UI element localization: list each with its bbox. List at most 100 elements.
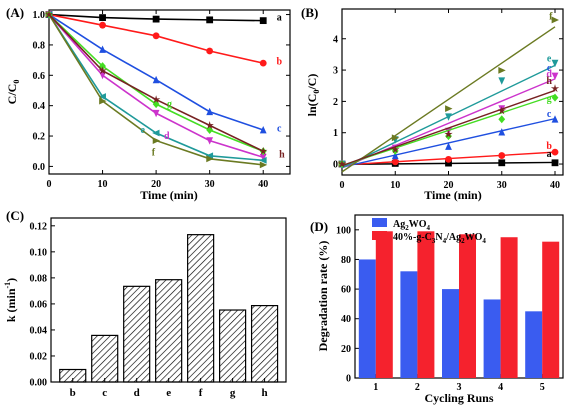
panel-a-xtick-label: 0 bbox=[47, 179, 52, 190]
panel-c-ytick-label: 0.10 bbox=[30, 247, 48, 258]
panel-a-labels: a b c h g e df bbox=[140, 13, 285, 161]
panel-c-tag: (C) bbox=[6, 208, 24, 223]
panel-c: (C) 0.000.020.040.060.080.100.12b c d e f g h … bbox=[3, 208, 287, 399]
panel-c-ytick-label: 0.02 bbox=[30, 351, 48, 362]
panel-a-series bbox=[44, 10, 268, 169]
data-point-c bbox=[206, 107, 214, 116]
data-point-c bbox=[445, 142, 452, 150]
data-point-a bbox=[498, 159, 506, 167]
series-label-c: c bbox=[547, 109, 552, 120]
data-point-b bbox=[498, 152, 506, 159]
panel-b-xtick-label: 10 bbox=[390, 180, 400, 191]
panel-b-frame bbox=[341, 8, 564, 176]
data-point-g bbox=[551, 93, 559, 102]
data-point-a bbox=[99, 14, 106, 21]
series-label-h: h bbox=[279, 149, 285, 160]
panel-a-ytick-label: 1.0 bbox=[33, 10, 46, 21]
panel-d-ytick-label: 100 bbox=[336, 225, 351, 236]
bar-run-1-series-1 bbox=[358, 259, 376, 378]
series-label-f: f bbox=[152, 148, 156, 159]
data-point-a bbox=[551, 159, 559, 167]
panel-c-ytick-label: 0.00 bbox=[30, 378, 48, 389]
panel-d-ylabel: Degradation rate (%) bbox=[316, 241, 330, 352]
panel-b-xtick-label: 0 bbox=[340, 180, 345, 191]
bar-run-2-series-2 bbox=[417, 231, 435, 378]
panel-c-ytick-label: 0.12 bbox=[30, 221, 48, 232]
data-point-f bbox=[99, 97, 107, 105]
data-point-f bbox=[391, 134, 400, 142]
category-label-b: b bbox=[70, 387, 76, 399]
data-point-e bbox=[205, 152, 214, 160]
panel-d-ytick-label: 40 bbox=[341, 314, 351, 325]
data-point-g bbox=[206, 125, 214, 134]
bar-run-1-series-2 bbox=[375, 231, 393, 378]
panel-d-ytick-label: 80 bbox=[341, 255, 351, 266]
data-point-h bbox=[391, 145, 400, 154]
data-point-f bbox=[152, 137, 161, 144]
bar-f bbox=[187, 234, 215, 383]
panel-a-ytick-label: 0.0 bbox=[33, 162, 46, 173]
panel-d-xlabel: Cycling Runs bbox=[424, 391, 493, 405]
data-point-f bbox=[498, 66, 506, 74]
panel-b-ytick-label: 4 bbox=[333, 34, 338, 45]
series-label-a: a bbox=[277, 13, 282, 24]
bar-g bbox=[219, 309, 247, 383]
data-point-e bbox=[152, 129, 160, 137]
data-point-h bbox=[205, 121, 214, 129]
bar-run-3-series-1 bbox=[442, 289, 459, 378]
data-point-h bbox=[550, 84, 560, 93]
data-point-h bbox=[98, 66, 107, 75]
bar-run-4-series-1 bbox=[483, 299, 501, 378]
bar-h bbox=[250, 304, 279, 383]
series-label-h: h bbox=[546, 76, 552, 87]
series-label-f: f bbox=[549, 11, 553, 22]
legend-swatch-composite bbox=[372, 231, 387, 240]
data-point-e bbox=[498, 77, 506, 85]
data-point-e bbox=[551, 59, 559, 68]
bar-run-5-series-1 bbox=[525, 311, 543, 378]
data-point-b bbox=[551, 148, 559, 156]
panel-a-frame bbox=[48, 9, 291, 175]
series-label-d: d bbox=[164, 131, 170, 142]
panel-c-ylabel: k (min-1) bbox=[3, 278, 18, 322]
data-point-a bbox=[152, 15, 160, 23]
panel-a-ylabel: C/C0 bbox=[5, 80, 21, 105]
panel-b-ylabel: ln(C0/C) bbox=[305, 74, 321, 117]
category-label-c: c bbox=[102, 387, 107, 399]
data-point-b bbox=[259, 59, 267, 67]
series-label-a: a bbox=[547, 149, 552, 160]
data-point-d bbox=[551, 72, 559, 81]
panel-b-ytick-label: 1 bbox=[333, 128, 338, 139]
data-point-a bbox=[445, 159, 452, 167]
data-point-h bbox=[444, 129, 453, 138]
data-point-c bbox=[498, 128, 506, 136]
panel-a-xtick-label: 20 bbox=[151, 179, 161, 190]
panel-d-tag: (D) bbox=[310, 219, 328, 234]
data-point-c bbox=[391, 151, 399, 160]
data-point-b bbox=[152, 32, 160, 40]
bar-run-3-series-2 bbox=[459, 234, 476, 378]
panel-a-xtick-label: 30 bbox=[205, 179, 215, 190]
panel-a-xtick-label: 40 bbox=[258, 179, 268, 190]
series-label-g: g bbox=[167, 99, 172, 110]
data-point-d bbox=[152, 109, 160, 118]
data-point-d bbox=[259, 153, 267, 162]
panel-a-ytick-label: 0.2 bbox=[33, 132, 46, 143]
panel-d-ytick-label: 60 bbox=[341, 285, 351, 296]
data-point-c bbox=[152, 75, 160, 84]
panel-b-tag: (B) bbox=[301, 5, 318, 20]
panel-b-xtick-label: 20 bbox=[444, 180, 454, 191]
bar-run-5-series-2 bbox=[542, 241, 560, 378]
category-label-e: e bbox=[166, 387, 171, 399]
data-point-a bbox=[259, 17, 267, 25]
data-point-c bbox=[259, 125, 267, 134]
category-label-d: d bbox=[134, 387, 140, 399]
series-label-b: b bbox=[277, 57, 283, 68]
panel-c-ytick-label: 0.08 bbox=[30, 273, 48, 284]
bar-e bbox=[155, 279, 183, 383]
panel-a-ticks: 0 10 20 30 40 0.0 0.2 0.4 0.6 0.8 1.0 bbox=[33, 10, 290, 190]
data-point-c bbox=[99, 45, 106, 53]
